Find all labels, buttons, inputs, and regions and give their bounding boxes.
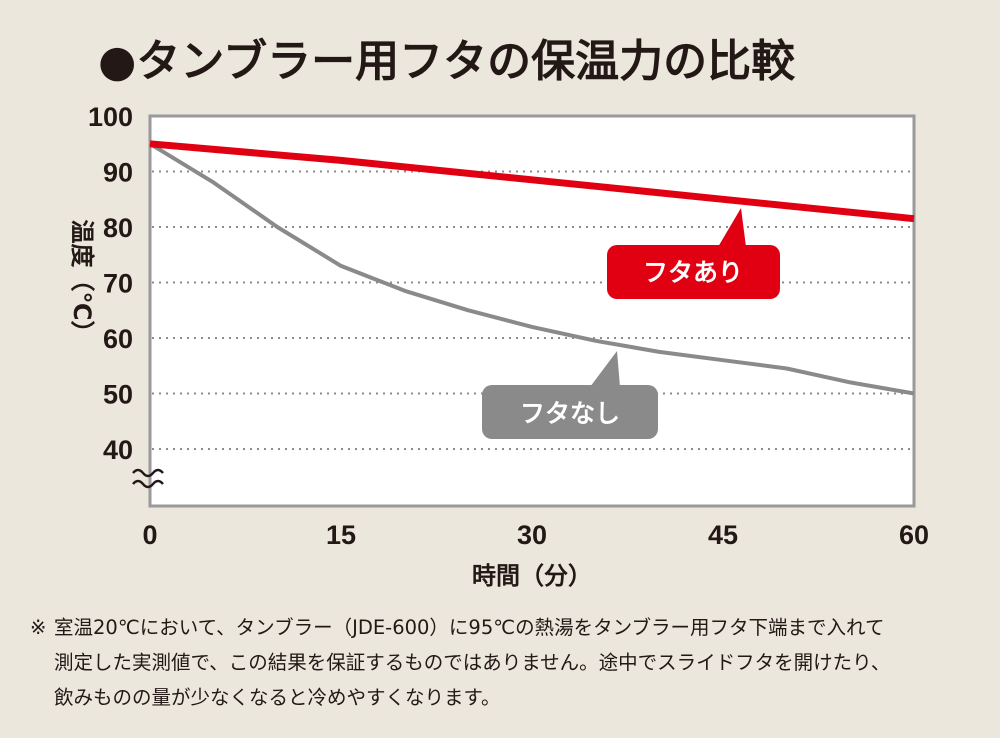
y-tick-label: 60 xyxy=(103,324,133,354)
note-line-3: 飲みものの量が少なくなると冷めやすくなります。 xyxy=(54,686,501,709)
series-line-with-lid xyxy=(149,140,915,223)
y-tick-label: 80 xyxy=(103,213,133,243)
note-line-2: 測定した実測値で、この結果を保証するものではありません。途中でスライドフタを開け… xyxy=(54,651,891,674)
callout-with-lid: フタあり xyxy=(607,208,780,299)
note-mark: ※ xyxy=(30,616,47,639)
callout-with-lid-pointer xyxy=(718,208,746,247)
callout-without-lid-box xyxy=(482,385,658,439)
x-tick-label: 60 xyxy=(899,520,929,550)
callout-with-lid-box xyxy=(607,245,780,299)
y-tick-label: 50 xyxy=(103,380,133,410)
chart-title: ●タンブラー用フタの保温力の比較 xyxy=(98,36,796,87)
series-line-without-lid xyxy=(148,142,915,396)
series-layer xyxy=(148,140,915,396)
x-tick-labels: 0 15 30 45 60 xyxy=(142,520,929,550)
x-tick-label: 15 xyxy=(326,520,356,550)
axis-break-icon xyxy=(132,468,164,489)
y-tick-label: 70 xyxy=(103,269,133,299)
callout-without-lid-label: フタなし xyxy=(520,399,620,428)
y-tick-label: 100 xyxy=(88,102,133,132)
chart: ●タンブラー用フタの保温力の比較 100 90 80 70 60 50 40 0 15 30 45… xyxy=(68,36,929,590)
callout-without-lid-pointer xyxy=(590,351,620,387)
x-tick-label: 0 xyxy=(142,520,157,550)
callout-with-lid-label: フタあり xyxy=(643,258,743,287)
note-line-1: 室温20℃において、タンブラー（JDE-600）に95℃の熱湯をタンブラー用フタ… xyxy=(54,616,885,639)
callout-without-lid: フタなし xyxy=(482,351,658,439)
y-axis-label: 温度（℃） xyxy=(68,219,96,344)
footnote: ※ 室温20℃において、タンブラー（JDE-600）に95℃の熱湯をタンブラー用フ… xyxy=(30,610,980,715)
x-axis-label: 時間（分） xyxy=(472,562,592,590)
y-tick-label: 90 xyxy=(103,158,133,188)
x-tick-label: 45 xyxy=(708,520,738,550)
plot-area xyxy=(148,114,916,508)
y-tick-labels: 100 90 80 70 60 50 40 xyxy=(88,102,133,465)
y-tick-label: 40 xyxy=(103,435,133,465)
x-tick-label: 30 xyxy=(517,520,547,550)
